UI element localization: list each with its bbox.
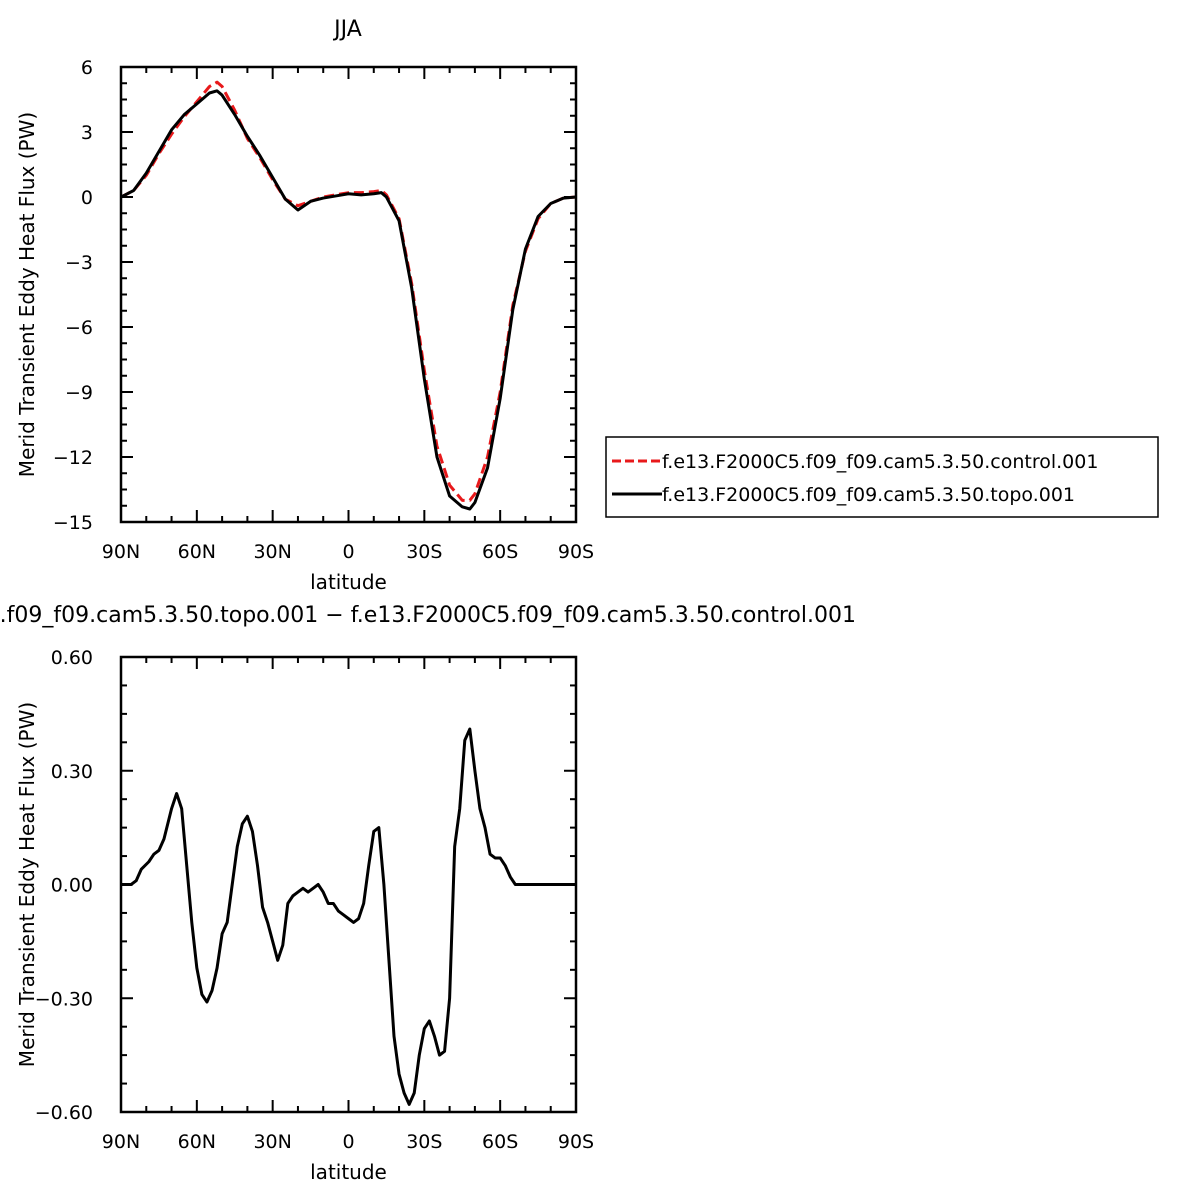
- x-axis-label: latitude: [310, 1160, 387, 1184]
- x-tick-label: 60S: [482, 541, 518, 563]
- x-tick-label: 60N: [178, 1131, 216, 1153]
- y-tick-label: −3: [65, 252, 93, 274]
- x-tick-label: 90N: [102, 541, 140, 563]
- y-tick-label: −9: [65, 382, 93, 404]
- x-tick-label: 30S: [406, 541, 442, 563]
- y-tick-label: 0.60: [51, 647, 93, 669]
- y-axis-label: Merid Transient Eddy Heat Flux (PW): [15, 702, 39, 1067]
- x-tick-label: 30S: [406, 1131, 442, 1153]
- y-axis-label-clip: Merid Transient Eddy Heat Flux (PW): [15, 702, 39, 1067]
- y-tick-label: 6: [81, 57, 93, 79]
- x-tick-label: 0: [342, 541, 354, 563]
- legend: f.e13.F2000C5.f09_f09.cam5.3.50.control.…: [605, 436, 1159, 518]
- series-line-1: [121, 727, 576, 1106]
- chart-panel-1: 90N 60N 30N 0 30S 60S 90S 6 3 0 −3 −6 −9 −12 −15 latitu…: [15, 17, 1159, 594]
- y-axis-label: Merid Transient Eddy Heat Flux (PW): [15, 112, 39, 477]
- y-tick-label: −15: [53, 512, 93, 534]
- x-tick-label: 30N: [253, 1131, 291, 1153]
- plot-frame: [119, 65, 578, 524]
- y-tick-label: −0.30: [35, 988, 93, 1010]
- y-tick-label: −6: [65, 317, 93, 339]
- legend-box: [605, 436, 1159, 518]
- x-tick-label: 90S: [558, 541, 594, 563]
- chart-title: JJA: [332, 17, 362, 42]
- x-axis-label: latitude: [310, 570, 387, 594]
- x-tick-label: 90S: [558, 1131, 594, 1153]
- x-tick-label: 90N: [102, 1131, 140, 1153]
- x-tick-label: 60S: [482, 1131, 518, 1153]
- legend-entry-1: f.e13.F2000C5.f09_f09.cam5.3.50.control.…: [662, 451, 1098, 473]
- y-tick-label: 0.30: [51, 761, 93, 783]
- series-line-1: [121, 80, 576, 502]
- legend-entry-2: f.e13.F2000C5.f09_f09.cam5.3.50.topo.001: [662, 484, 1075, 506]
- y-tick-label: 0.00: [51, 875, 93, 897]
- x-tick-label: 30N: [253, 541, 291, 563]
- chart-title: f.e13.F2000C5.f09_f09.cam5.3.50.topo.001…: [0, 603, 856, 628]
- y-tick-label: 3: [81, 122, 93, 144]
- series-line-2: [121, 89, 576, 511]
- x-tick-label: 60N: [178, 541, 216, 563]
- y-tick-label: −12: [53, 447, 93, 469]
- y-tick-label: 0: [81, 187, 93, 209]
- x-tick-label: 0: [342, 1131, 354, 1153]
- chart-panel-2: 90N 60N 30N 0 30S 60S 90S 0.60 0.30 0.00 −0.30 −0.6…: [0, 603, 856, 1184]
- y-tick-label: −0.60: [35, 1102, 93, 1124]
